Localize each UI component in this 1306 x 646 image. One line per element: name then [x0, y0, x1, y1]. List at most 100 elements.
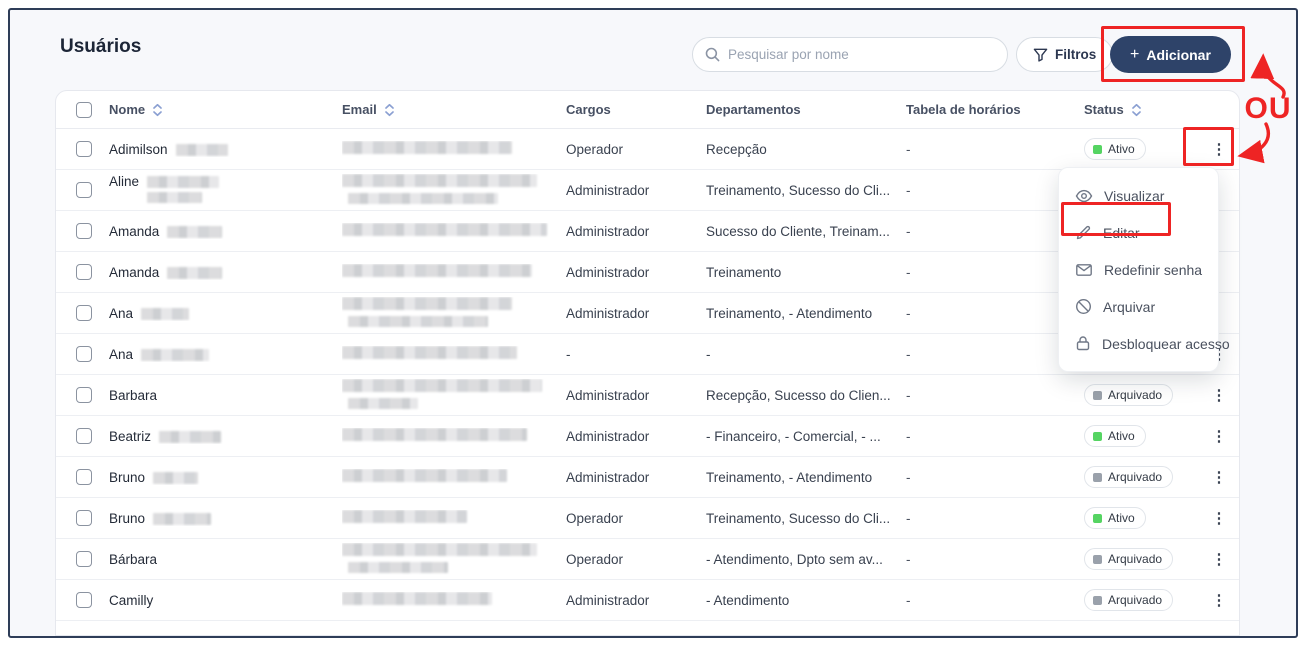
- user-name: Aline: [109, 174, 140, 189]
- table-row: Bruno Operador Treinamento, Sucesso do C…: [56, 498, 1239, 539]
- email-redacted-line2: [348, 397, 418, 409]
- row-checkbox[interactable]: [76, 592, 92, 608]
- departamentos-cell: Recepção, Sucesso do Clien...: [706, 387, 891, 403]
- status-dot: [1093, 144, 1102, 154]
- departamentos-cell: -: [706, 346, 711, 362]
- column-header-cargos: Cargos: [566, 102, 611, 117]
- status-badge: Ativo: [1084, 507, 1146, 529]
- row-checkbox[interactable]: [76, 264, 92, 280]
- tabela-horarios-cell: -: [906, 346, 911, 362]
- add-button[interactable]: + Adicionar: [1110, 36, 1231, 73]
- sort-icon[interactable]: [384, 103, 395, 117]
- table-row: Bárbara Operador - Atendimento, Dpto sem…: [56, 539, 1239, 580]
- menu-item-arquivar[interactable]: Arquivar: [1059, 288, 1218, 325]
- row-actions-kebab[interactable]: ⋮: [1211, 551, 1227, 568]
- name-cell: Adimilson: [109, 142, 342, 157]
- row-checkbox[interactable]: [76, 305, 92, 321]
- row-checkbox[interactable]: [76, 141, 92, 157]
- header-checkbox-cell: [56, 101, 109, 118]
- table-row: Camilly Administrador - Atendimento - Ar…: [56, 580, 1239, 621]
- row-checkbox[interactable]: [76, 182, 92, 198]
- row-actions-kebab[interactable]: ⋮: [1211, 592, 1227, 609]
- user-name: Ana: [109, 305, 134, 321]
- departamentos-cell: Treinamento: [706, 264, 782, 280]
- email-redacted: [342, 592, 492, 605]
- departamentos-cell: - Atendimento, Dpto sem av...: [706, 551, 883, 567]
- menu-item-visualizar[interactable]: Visualizar: [1059, 177, 1218, 214]
- cargo-cell: Administrador: [566, 264, 650, 280]
- tabela-horarios-cell: -: [906, 510, 911, 526]
- user-name: Bruno: [109, 469, 146, 485]
- name-cell: Barbara: [109, 388, 342, 403]
- status-dot: [1093, 513, 1102, 523]
- status-label: Ativo: [1108, 511, 1135, 525]
- column-header-tabela-de-horários: Tabela de horários: [906, 102, 1021, 117]
- tabela-horarios-cell: -: [906, 223, 911, 239]
- row-checkbox[interactable]: [76, 469, 92, 485]
- filters-button[interactable]: Filtros: [1016, 37, 1114, 72]
- status-label: Arquivado: [1108, 552, 1163, 566]
- row-checkbox[interactable]: [76, 551, 92, 567]
- table-row-partial: [56, 621, 1239, 635]
- tabela-horarios-cell: -: [906, 305, 911, 321]
- cargo-cell: Administrador: [566, 387, 650, 403]
- tabela-horarios-cell: -: [906, 141, 911, 157]
- email-redacted: [342, 264, 532, 277]
- row-actions-kebab[interactable]: ⋮: [1211, 469, 1227, 486]
- row-actions-kebab[interactable]: ⋮: [1211, 141, 1227, 158]
- email-redacted-line2: [348, 315, 488, 327]
- departamentos-cell: Treinamento, Sucesso do Cli...: [706, 182, 891, 198]
- email-redacted: [342, 223, 547, 236]
- status-label: Arquivado: [1108, 388, 1163, 402]
- email-redacted: [342, 173, 537, 187]
- menu-item-redefinir-senha[interactable]: Redefinir senha: [1059, 251, 1218, 288]
- row-actions-kebab[interactable]: ⋮: [1211, 428, 1227, 445]
- email-redacted: [342, 296, 512, 310]
- email-redacted: [342, 542, 537, 556]
- status-dot: [1093, 390, 1102, 400]
- departamentos-cell: Sucesso do Cliente, Treinam...: [706, 223, 890, 239]
- email-cell: [342, 296, 566, 330]
- table-header-row: Nome Email Cargos Departamentos Tabela de ho…: [56, 91, 1239, 129]
- sort-icon[interactable]: [152, 103, 163, 117]
- cargo-cell: Operador: [566, 551, 624, 567]
- row-checkbox[interactable]: [76, 428, 92, 444]
- column-header-status[interactable]: Status: [1084, 102, 1197, 117]
- column-header-email[interactable]: Email: [342, 102, 566, 117]
- status-cell: Ativo: [1084, 138, 1197, 160]
- sort-icon[interactable]: [1131, 103, 1142, 117]
- name-redacted: [141, 348, 210, 361]
- status-cell: Arquivado: [1084, 384, 1197, 406]
- name-cell: Aline: [109, 174, 342, 206]
- cargo-cell: Administrador: [566, 428, 650, 444]
- email-cell: [342, 542, 566, 576]
- name-cell: Bruno: [109, 470, 342, 485]
- departamentos-cell: Treinamento, - Atendimento: [706, 305, 873, 321]
- search-box[interactable]: [692, 37, 1008, 72]
- row-checkbox[interactable]: [76, 510, 92, 526]
- departamentos-cell: - Financeiro, - Comercial, - ...: [706, 428, 881, 444]
- filters-label: Filtros: [1055, 47, 1097, 62]
- column-header-departamentos: Departamentos: [706, 102, 801, 117]
- column-header-nome[interactable]: Nome: [109, 102, 342, 117]
- status-dot: [1093, 554, 1102, 564]
- menu-item-editar[interactable]: Editar: [1059, 214, 1218, 251]
- row-checkbox[interactable]: [76, 346, 92, 362]
- row-checkbox[interactable]: [76, 387, 92, 403]
- cargo-cell: Operador: [566, 510, 624, 526]
- row-actions-kebab[interactable]: ⋮: [1211, 387, 1227, 404]
- select-all-checkbox[interactable]: [76, 101, 92, 118]
- tabela-horarios-cell: -: [906, 551, 911, 567]
- menu-item-desbloquear-acesso[interactable]: Desbloquear acesso: [1059, 325, 1230, 362]
- add-button-label: Adicionar: [1146, 46, 1211, 63]
- search-input[interactable]: [728, 47, 995, 62]
- row-checkbox[interactable]: [76, 223, 92, 239]
- row-actions-kebab[interactable]: ⋮: [1211, 510, 1227, 527]
- cargo-cell: -: [566, 346, 571, 362]
- email-cell: [342, 469, 566, 485]
- user-name: Amanda: [109, 223, 160, 239]
- name-redacted: [159, 430, 222, 443]
- status-label: Arquivado: [1108, 470, 1163, 484]
- tabela-horarios-cell: -: [906, 592, 911, 608]
- user-name: Amanda: [109, 264, 160, 280]
